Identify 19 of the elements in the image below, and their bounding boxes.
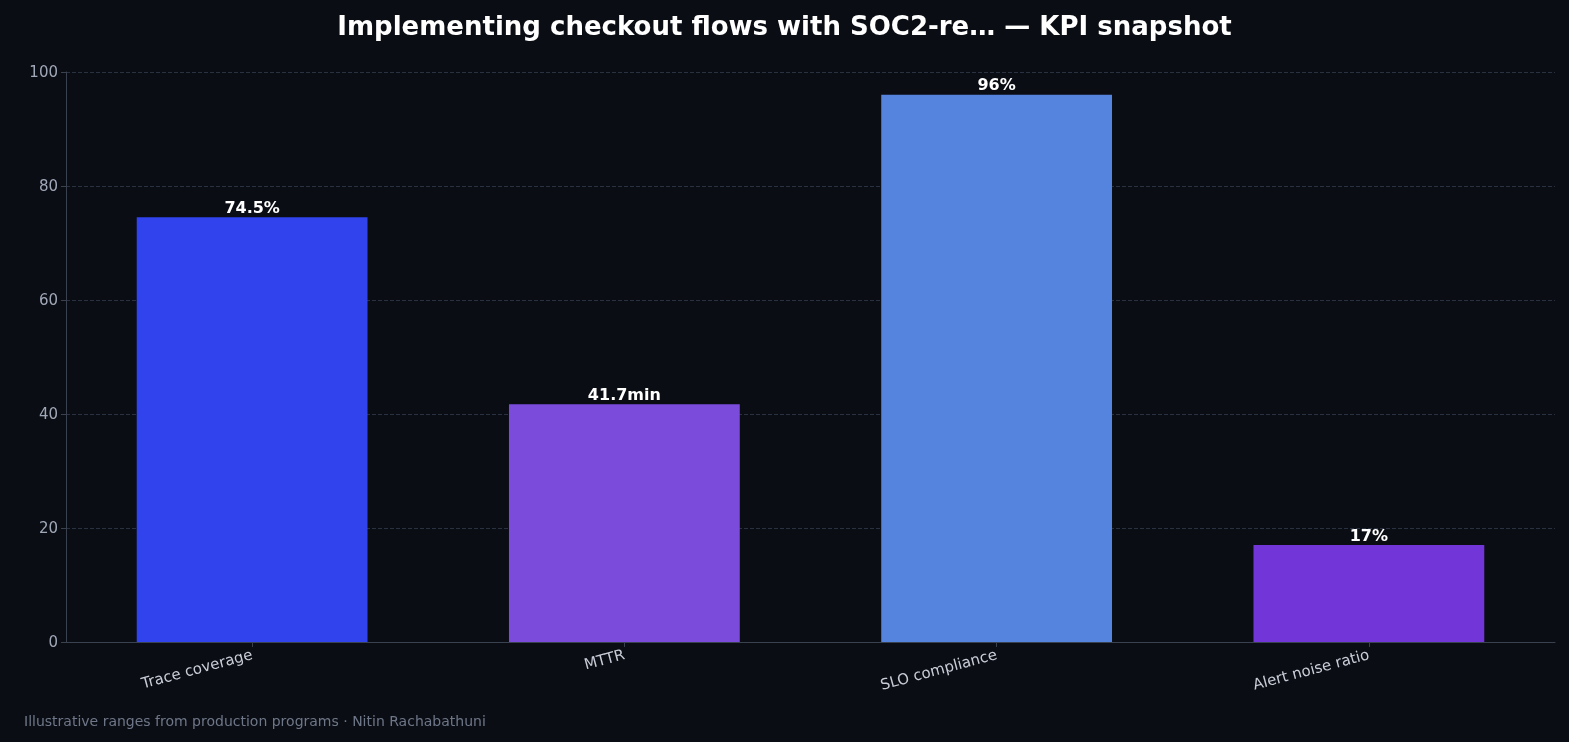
data-label: 74.5% [224,197,280,217]
bar [881,94,1113,642]
bar [1253,545,1485,642]
data-label: 17% [1349,525,1389,545]
y-tick-label: 20 [38,519,58,537]
y-tick-label: 40 [38,405,58,423]
bar [508,404,740,642]
y-tick-label: 60 [38,291,58,309]
data-label: 41.7min [587,384,661,404]
chart-title: Implementing checkout flows with SOC2-re… — KPI snapshot [337,11,1232,41]
x-tick-label: Alert noise ratio [1250,645,1372,694]
x-tick-label: MTTR [582,645,627,674]
y-tick-label: 100 [29,63,58,81]
y-tick-label: 80 [38,177,58,195]
data-label: 96% [977,75,1016,95]
y-tick-label: 0 [48,633,58,651]
x-tick-label: Trace coverage [138,645,255,693]
bar [136,217,368,642]
text: Illustrative ranges from production programs · Nitin Rachabathuni [24,713,486,729]
